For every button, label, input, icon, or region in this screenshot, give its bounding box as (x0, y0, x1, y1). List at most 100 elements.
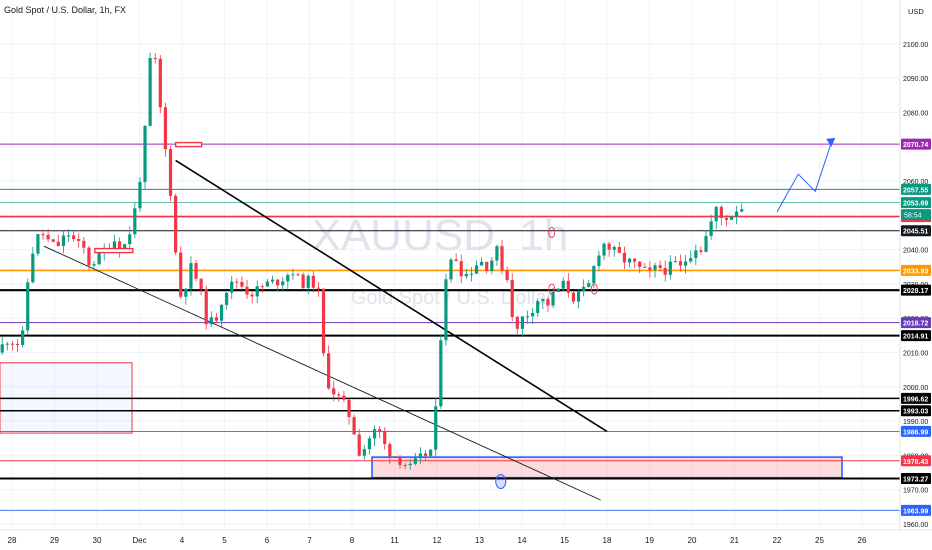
candle-body (515, 316, 519, 329)
candle-body (117, 241, 122, 251)
price-tag[interactable] (901, 392, 931, 404)
x-tick-label: 26 (858, 536, 867, 545)
price-tag[interactable] (901, 264, 931, 276)
x-tick-label: Dec (132, 536, 146, 545)
price-tag[interactable] (901, 284, 931, 296)
symbol-legend[interactable]: Gold Spot / U.S. Dollar, 1h, FX (4, 5, 127, 15)
candle-body (260, 286, 264, 288)
candle-body (0, 344, 4, 353)
x-tick-label: 25 (815, 536, 824, 545)
candle-body (219, 304, 224, 321)
price-tag-label: 1993.03 (903, 409, 928, 416)
candle-body (617, 246, 621, 253)
x-tick-label: 4 (180, 536, 185, 545)
candle-body (454, 259, 458, 262)
candle-body (143, 125, 147, 182)
candle-body (321, 288, 326, 354)
candle-body (158, 58, 162, 108)
candle-body (408, 463, 412, 466)
candle-body (627, 258, 632, 263)
candle-body (138, 181, 142, 209)
price-tag[interactable] (901, 183, 931, 195)
candle-body (587, 283, 591, 287)
price-tag[interactable] (901, 197, 931, 209)
x-tick-label: 29 (50, 536, 59, 545)
candle-body (128, 234, 132, 245)
price-tag[interactable] (901, 225, 931, 237)
y-tick-label: 1970.00 (903, 488, 928, 495)
candle-body (525, 316, 530, 318)
candle-body (633, 258, 637, 262)
watermark: XAUUSD, 1h Gold Spot / U.S. Dollar (312, 211, 569, 309)
candle-body (714, 206, 718, 222)
candle-body (82, 240, 86, 248)
candle-body (362, 449, 366, 456)
candle-body (347, 399, 351, 418)
candle-body (148, 57, 152, 126)
candle-body (230, 281, 234, 293)
candle-body (648, 267, 652, 270)
price-tag-label: 1996.62 (903, 396, 928, 403)
price-tag[interactable] (901, 504, 931, 516)
x-tick-label: 6 (265, 536, 270, 545)
price-tag[interactable] (901, 330, 931, 342)
candle-body (638, 261, 642, 267)
y-axis[interactable]: USD1960.001970.001980.001990.002000.0020… (899, 0, 932, 550)
candle-body (485, 261, 489, 272)
projection-path (776, 139, 833, 213)
candle-body (51, 239, 55, 242)
candle-body (510, 280, 514, 317)
candle-body (357, 434, 361, 456)
price-tag[interactable] (901, 405, 931, 417)
price-tag[interactable] (901, 317, 931, 329)
price-tag[interactable] (901, 138, 931, 150)
candle-body (449, 259, 453, 280)
x-axis[interactable]: 28 29 30 Dec 4 5 6 7 8 11 12 13 14 15 18 19 20 21 22 25 26 (0, 529, 932, 550)
candle-body (694, 250, 698, 259)
price-tag-label: 1978.43 (903, 459, 928, 466)
price-tag-label: 2014.91 (903, 334, 928, 341)
candle-body (26, 282, 30, 331)
candle-body (209, 317, 213, 325)
candle-body (61, 235, 66, 246)
price-tag[interactable] (901, 425, 931, 437)
price-tag[interactable] (901, 455, 931, 467)
candle-body (704, 235, 708, 252)
candle-body (480, 261, 484, 266)
candle-body (556, 288, 560, 292)
candle-body (699, 250, 703, 252)
candle-body (474, 265, 479, 274)
pivot-marker (548, 283, 556, 295)
candle-body (296, 274, 300, 276)
x-tick-label: 19 (645, 536, 654, 545)
candle-body (46, 234, 50, 240)
candle-body (643, 266, 647, 268)
candle-body (418, 453, 423, 459)
candle-body (235, 281, 239, 283)
candle-body (536, 301, 540, 313)
price-tag[interactable] (901, 472, 931, 484)
demand-zone (371, 456, 843, 479)
candle-body (281, 281, 285, 286)
x-tick-label: 20 (688, 536, 697, 545)
candle-body (423, 453, 428, 456)
candle-body (388, 444, 392, 457)
x-tick-label: 5 (222, 536, 227, 545)
candle-body (265, 281, 270, 287)
x-tick-label: 12 (433, 536, 442, 545)
candle-body (112, 241, 117, 251)
watermark-symbol: XAUUSD, 1h (312, 211, 569, 260)
candle-body (607, 243, 611, 250)
x-tick-label: 22 (773, 536, 782, 545)
x-tick-label: 7 (307, 536, 312, 545)
candle-body (255, 286, 259, 297)
candle-body (678, 261, 683, 266)
y-tick-label: 2010.00 (903, 351, 928, 358)
candle-body (439, 340, 443, 407)
candle-body (663, 268, 667, 275)
x-tick-label: 15 (560, 536, 569, 545)
candle-body (301, 274, 305, 289)
price-tag-label: 2057.55 (903, 187, 928, 194)
